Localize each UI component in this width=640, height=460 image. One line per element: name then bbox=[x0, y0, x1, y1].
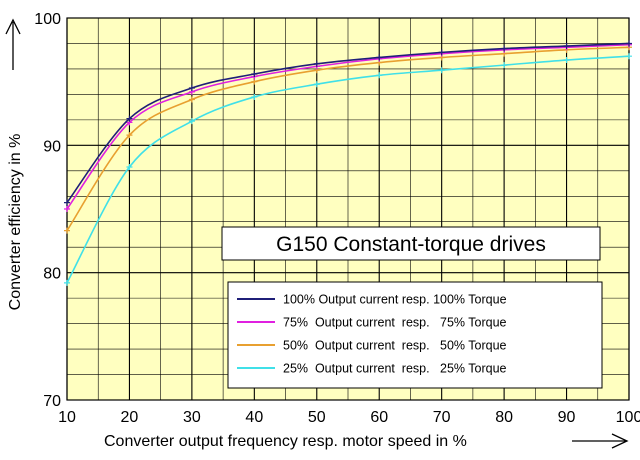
legend-label: 100% Output current resp. 100% Torque bbox=[283, 293, 507, 307]
data-point bbox=[501, 62, 508, 69]
series-line bbox=[66, 42, 630, 204]
legend-label: 75% Output current resp. 75% Torque bbox=[283, 316, 507, 330]
legend-label: 50% Output current resp. 50% Torque bbox=[283, 339, 507, 353]
data-point bbox=[64, 279, 70, 286]
x-tick-label: 10 bbox=[58, 409, 76, 426]
series-layer bbox=[64, 40, 632, 286]
x-tick-label: 80 bbox=[495, 409, 513, 426]
data-point bbox=[626, 53, 632, 60]
legend-box bbox=[227, 281, 603, 389]
series-line bbox=[66, 43, 630, 210]
x-tick-label: 100 bbox=[616, 409, 640, 426]
x-tick-label: 70 bbox=[433, 409, 451, 426]
data-point bbox=[626, 40, 632, 47]
x-tick-label: 30 bbox=[183, 409, 201, 426]
y-tick-label: 70 bbox=[43, 393, 61, 410]
data-point bbox=[188, 118, 195, 125]
data-point bbox=[126, 115, 133, 122]
x-axis-title: Converter output frequency resp. motor s… bbox=[104, 433, 467, 450]
data-point bbox=[563, 43, 570, 50]
data-point bbox=[188, 85, 195, 92]
x-tick-label: 50 bbox=[308, 409, 326, 426]
data-point bbox=[438, 67, 445, 74]
series-line bbox=[66, 46, 630, 232]
y-tick-label: 80 bbox=[43, 266, 61, 283]
data-point bbox=[376, 54, 383, 61]
data-point bbox=[501, 45, 508, 52]
y-axis-title: Converter efficiency in % bbox=[7, 134, 24, 311]
data-point bbox=[376, 72, 383, 79]
chart-title: G150 Constant-torque drives bbox=[276, 233, 546, 256]
chart-title-box bbox=[221, 226, 601, 261]
series-line bbox=[66, 55, 630, 284]
data-point bbox=[313, 60, 320, 67]
x-tick-label: 90 bbox=[558, 409, 576, 426]
data-point bbox=[251, 71, 258, 78]
y-tick-label: 100 bbox=[34, 11, 61, 28]
y-tick-label: 90 bbox=[43, 138, 61, 155]
data-point bbox=[188, 96, 195, 103]
data-point bbox=[126, 163, 133, 170]
data-point bbox=[251, 78, 258, 85]
tick-labels: 10 20 30 40 50 60 70 80 90 100 70 80 90 100 bbox=[34, 11, 640, 426]
data-point bbox=[64, 227, 70, 234]
data-point bbox=[313, 81, 320, 88]
legend: 100% Output current resp. 100% Torque 75%… bbox=[237, 293, 507, 376]
data-point bbox=[438, 49, 445, 56]
data-point bbox=[251, 93, 258, 100]
data-point bbox=[64, 199, 70, 206]
data-point bbox=[64, 206, 70, 212]
legend-label: 25% Output current resp. 25% Torque bbox=[283, 362, 507, 376]
y-axis-arrowhead-icon bbox=[5, 18, 21, 35]
data-point bbox=[563, 57, 570, 64]
x-tick-label: 20 bbox=[121, 409, 139, 426]
x-tick-label: 40 bbox=[245, 409, 263, 426]
x-tick-label: 60 bbox=[370, 409, 388, 426]
x-axis-arrowhead-icon bbox=[611, 433, 629, 449]
data-point bbox=[126, 132, 133, 139]
